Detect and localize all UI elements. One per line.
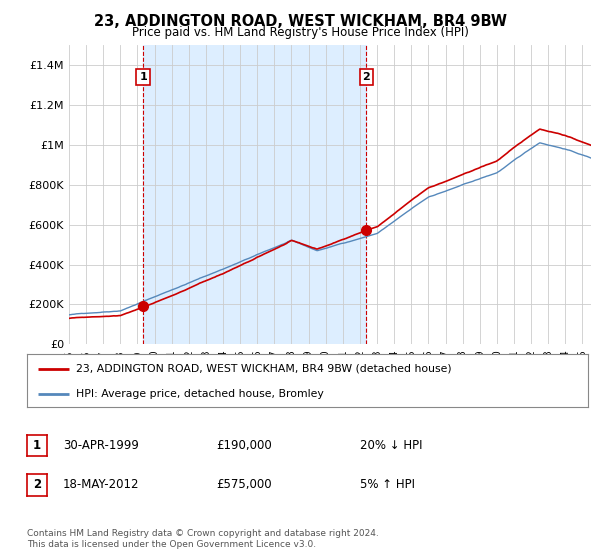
Text: £190,000: £190,000	[216, 439, 272, 452]
Text: 20% ↓ HPI: 20% ↓ HPI	[360, 439, 422, 452]
Text: £575,000: £575,000	[216, 478, 272, 492]
Text: 5% ↑ HPI: 5% ↑ HPI	[360, 478, 415, 492]
Text: Price paid vs. HM Land Registry's House Price Index (HPI): Price paid vs. HM Land Registry's House …	[131, 26, 469, 39]
Text: Contains HM Land Registry data © Crown copyright and database right 2024.
This d: Contains HM Land Registry data © Crown c…	[27, 529, 379, 549]
Text: 23, ADDINGTON ROAD, WEST WICKHAM, BR4 9BW (detached house): 23, ADDINGTON ROAD, WEST WICKHAM, BR4 9B…	[76, 364, 452, 374]
Text: 1: 1	[33, 439, 41, 452]
Text: 2: 2	[33, 478, 41, 492]
Text: 30-APR-1999: 30-APR-1999	[63, 439, 139, 452]
Text: 1: 1	[139, 72, 147, 82]
Text: 18-MAY-2012: 18-MAY-2012	[63, 478, 139, 492]
Text: 23, ADDINGTON ROAD, WEST WICKHAM, BR4 9BW: 23, ADDINGTON ROAD, WEST WICKHAM, BR4 9B…	[94, 14, 506, 29]
Text: HPI: Average price, detached house, Bromley: HPI: Average price, detached house, Brom…	[76, 389, 324, 399]
Bar	[143, 45, 367, 344]
Text: 2: 2	[362, 72, 370, 82]
